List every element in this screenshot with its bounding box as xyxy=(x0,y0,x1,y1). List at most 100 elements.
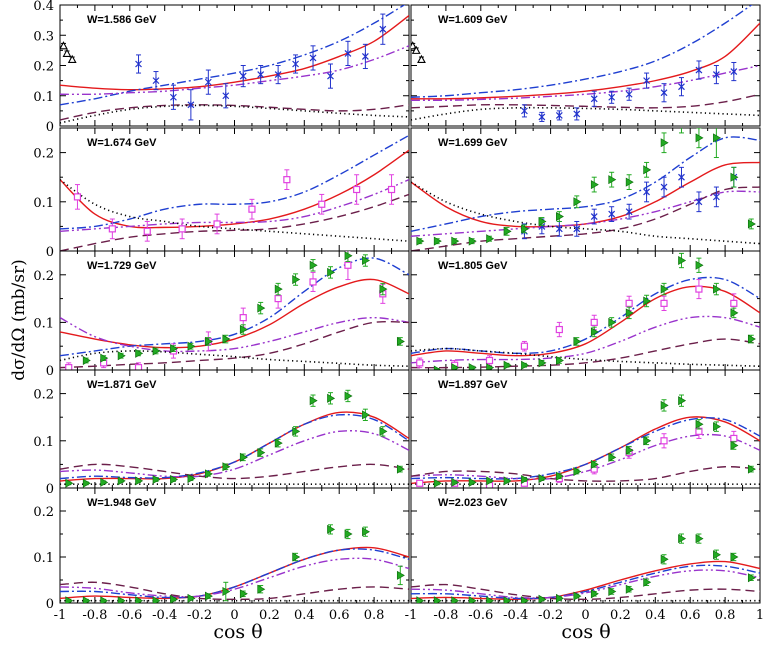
panel-8: W=1.897 GeV xyxy=(410,369,761,489)
data-point-magenta-square xyxy=(108,218,116,240)
star-marker xyxy=(239,72,247,80)
data-point-green-triangle xyxy=(82,355,91,365)
data-point-magenta-square xyxy=(520,340,529,352)
triangle-marker xyxy=(82,355,91,365)
curve-dash-dot xyxy=(60,134,409,230)
y-tick-label: 0.2 xyxy=(33,388,54,403)
triangle-marker xyxy=(292,552,301,562)
panel-data xyxy=(411,394,760,488)
triangle-marker xyxy=(538,474,547,484)
data-point-green-triangle xyxy=(222,334,231,344)
x-tick-label: -0.6 xyxy=(117,608,142,623)
star-marker xyxy=(730,68,738,76)
triangle-up-marker xyxy=(62,48,72,57)
data-point-green-triangle xyxy=(117,351,126,361)
curve-dashed xyxy=(60,581,409,601)
data-point-blue-star xyxy=(660,176,668,198)
data-point-blue-star xyxy=(521,104,528,118)
data-point-magenta-square xyxy=(178,218,186,240)
panel-title: W=1.897 GeV xyxy=(438,379,508,391)
triangle-marker xyxy=(82,596,91,603)
triangle-marker xyxy=(416,236,425,246)
data-point-blue-star xyxy=(625,87,633,101)
triangle-marker xyxy=(521,474,530,485)
x-tick-label: 0.8 xyxy=(715,608,736,623)
triangle-marker xyxy=(187,593,196,603)
triangle-marker xyxy=(65,478,74,488)
square-marker xyxy=(274,295,282,303)
data-point-green-triangle xyxy=(660,554,669,565)
star-marker xyxy=(274,71,282,79)
triangle-marker xyxy=(660,554,669,564)
curve-solid xyxy=(60,15,409,91)
triangle-marker xyxy=(327,524,336,534)
triangle-marker xyxy=(468,236,477,246)
data-point-green-triangle xyxy=(205,591,213,601)
data-point-green-triangle xyxy=(747,334,756,344)
triangle-marker xyxy=(135,476,144,486)
triangle-marker xyxy=(257,448,266,458)
triangle-marker xyxy=(152,474,161,485)
panel-5: 0 0.1 0.2 W=1.729 GeV xyxy=(33,250,410,379)
triangle-marker xyxy=(222,586,231,597)
triangle-marker xyxy=(239,325,248,335)
triangle-marker xyxy=(451,236,460,246)
square-marker xyxy=(416,479,424,487)
data-point-green-triangle xyxy=(292,552,301,562)
data-point-blue-star xyxy=(327,63,334,89)
curve-solid xyxy=(60,149,409,229)
data-point-blue-star xyxy=(695,191,703,213)
data-point-green-triangle xyxy=(730,441,739,451)
y-tick-label: 0.1 xyxy=(33,435,54,450)
data-point-green-triangle xyxy=(556,471,564,481)
triangle-marker xyxy=(730,441,739,451)
data-point-green-triangle xyxy=(713,549,721,560)
data-point-green-triangle xyxy=(695,419,704,430)
triangle-marker xyxy=(643,577,652,587)
triangle-marker xyxy=(678,396,687,406)
star-marker xyxy=(187,101,195,109)
panel-title: W=1.609 GeV xyxy=(438,14,508,26)
curve-dash-dot-dot xyxy=(411,190,760,237)
data-point-green-triangle xyxy=(222,581,231,602)
curve-dash-dot-dot xyxy=(411,433,760,480)
triangle-marker xyxy=(100,596,109,603)
triangle-marker xyxy=(747,219,756,229)
triangle-marker xyxy=(344,251,353,261)
data-point-green-triangle xyxy=(135,476,144,486)
square-marker xyxy=(73,193,82,201)
y-tick-label: 0.3 xyxy=(33,29,54,44)
triangle-marker xyxy=(747,573,756,583)
data-point-green-triangle xyxy=(713,421,721,432)
triangle-marker xyxy=(713,422,721,432)
data-point-black-triangle xyxy=(417,54,426,63)
data-point-green-triangle xyxy=(100,596,109,603)
triangle-marker xyxy=(205,591,213,601)
curve-solid xyxy=(411,416,760,484)
panel-3: 0 0.1 0.2 W=1.674 GeV xyxy=(33,127,410,260)
star-marker xyxy=(678,173,685,181)
data-point-blue-star xyxy=(555,110,563,121)
data-point-green-triangle xyxy=(486,596,495,603)
data-point-green-triangle xyxy=(327,266,336,279)
triangle-marker xyxy=(433,478,442,488)
square-marker xyxy=(143,227,151,235)
data-point-blue-star xyxy=(555,220,563,237)
triangle-marker xyxy=(379,426,388,436)
triangle-marker xyxy=(695,534,704,544)
triangle-marker xyxy=(117,476,126,486)
y-tick-label: 0.2 xyxy=(33,60,54,75)
x-tick-label: 0.4 xyxy=(294,608,315,623)
curve-dashed xyxy=(60,463,409,480)
data-point-blue-star xyxy=(187,89,195,121)
data-point-green-triangle xyxy=(239,452,248,462)
x-tick-label: -0.4 xyxy=(152,608,177,623)
star-marker xyxy=(573,225,581,233)
data-point-green-triangle xyxy=(538,474,547,484)
panel-title: W=1.948 GeV xyxy=(87,497,157,509)
triangle-marker xyxy=(573,336,582,346)
data-point-blue-star xyxy=(239,65,247,88)
triangle-marker xyxy=(730,308,739,318)
triangle-marker xyxy=(468,596,477,603)
data-point-green-triangle xyxy=(608,586,617,597)
